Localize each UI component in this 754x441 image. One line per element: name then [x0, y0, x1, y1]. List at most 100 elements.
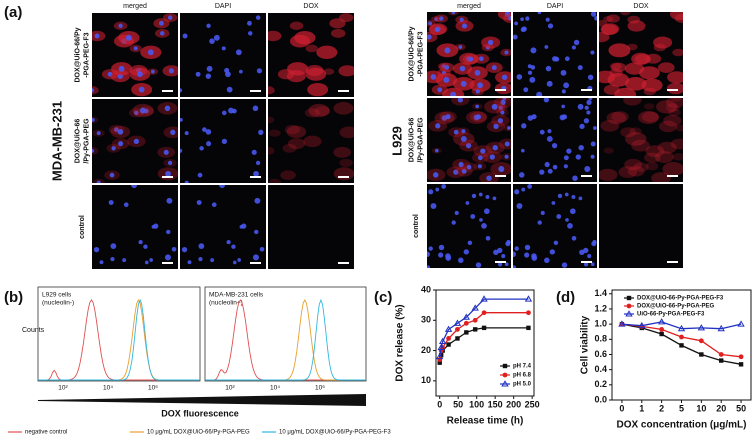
- nucleus: [163, 149, 169, 155]
- marker: [697, 324, 706, 331]
- nucleus: [563, 164, 568, 169]
- micrograph: [599, 184, 683, 268]
- nucleus: [149, 258, 154, 262]
- nucleus: [539, 129, 545, 135]
- marker: [737, 320, 745, 327]
- nucleus: [530, 47, 537, 54]
- x-tick-label: 10²: [58, 385, 68, 392]
- nucleus: [584, 166, 591, 172]
- dox-signal: [303, 135, 322, 148]
- nucleus: [96, 131, 101, 136]
- nucleus: [256, 68, 262, 74]
- nucleus: [167, 15, 173, 20]
- dox-signal: [600, 24, 618, 36]
- marker: [471, 304, 479, 311]
- nucleus: [171, 246, 177, 252]
- nucleus: [518, 172, 525, 178]
- dox-signal: [330, 28, 346, 38]
- nucleus: [151, 69, 155, 74]
- legend-label: 10 μg/mL DOX@UiO-66/Py-PGA-PEG-F3: [279, 430, 391, 436]
- nucleus: [508, 16, 511, 21]
- nucleus: [454, 210, 459, 215]
- nucleus: [486, 175, 492, 181]
- marker: [453, 319, 462, 326]
- nucleus: [537, 12, 542, 15]
- nucleus: [561, 89, 566, 94]
- row-label: /Py-PGA-PEG: [83, 118, 90, 164]
- nucleus: [513, 265, 517, 268]
- nucleus: [444, 47, 451, 54]
- nucleus: [506, 239, 511, 245]
- cells: [92, 102, 178, 183]
- nucleus: [254, 229, 259, 235]
- nucleus: [239, 69, 243, 74]
- marker: [679, 334, 684, 340]
- nucleus: [451, 12, 456, 15]
- marker: [738, 354, 744, 360]
- x-tick-label: 0: [619, 403, 624, 413]
- nucleus: [458, 45, 463, 49]
- nucleus: [547, 129, 552, 134]
- nucleus: [461, 129, 466, 134]
- nucleus: [131, 185, 137, 189]
- panel-label: (d): [556, 289, 575, 306]
- nucleus: [453, 169, 459, 175]
- nucleus: [460, 80, 467, 87]
- nucleus: [166, 197, 173, 204]
- dox-signal: [662, 162, 683, 176]
- cells: [599, 12, 683, 96]
- nucleus: [118, 23, 123, 28]
- nucleus: [444, 65, 450, 70]
- marker: [679, 343, 684, 348]
- nucleus: [474, 69, 481, 76]
- nucleus: [513, 34, 518, 40]
- nucleus: [137, 71, 143, 78]
- nucleus: [254, 197, 261, 204]
- marker: [625, 310, 633, 317]
- nucleus: [537, 220, 542, 225]
- nucleus: [226, 86, 233, 93]
- column-header: DOX: [303, 3, 319, 10]
- marker: [698, 338, 704, 344]
- axis-label: Counts: [22, 327, 45, 334]
- nucleus: [500, 99, 506, 106]
- dox-signal: [268, 178, 282, 183]
- nucleus: [428, 189, 434, 195]
- marker: [437, 343, 445, 351]
- cells: [427, 184, 511, 268]
- nucleus: [258, 129, 264, 135]
- x-axis-label: DOX concentration (μg/mL): [616, 420, 746, 431]
- plot-label: MDA-MB-231 cells: [209, 292, 264, 299]
- nucleus: [133, 110, 139, 116]
- dox-signal: [675, 13, 683, 23]
- histogram-curve: [205, 298, 366, 381]
- nucleus: [520, 27, 526, 33]
- nucleus: [427, 34, 432, 40]
- nucleus: [504, 50, 509, 55]
- nucleus: [527, 184, 533, 189]
- row-label: DOX@UiO-66: [408, 118, 415, 163]
- y-tick-label: 0.8: [594, 334, 607, 344]
- plot-frame: [37, 286, 201, 382]
- nucleus: [99, 260, 104, 265]
- micrograph: [599, 98, 683, 182]
- nucleus: [247, 20, 252, 26]
- dox-signal: [305, 67, 327, 81]
- dox-signal: [606, 111, 627, 125]
- x-tick-label: 2: [659, 403, 664, 413]
- nucleus: [520, 148, 525, 153]
- nucleus: [206, 23, 211, 28]
- nucleus: [465, 201, 470, 205]
- marker: [738, 362, 744, 367]
- nucleus: [465, 142, 472, 149]
- dox-signal: [656, 100, 678, 114]
- nucleus: [255, 15, 261, 20]
- marker: [502, 363, 508, 369]
- nucleus: [441, 184, 447, 189]
- nucleus: [554, 56, 560, 62]
- nucleus: [590, 262, 595, 267]
- dox-signal: [603, 16, 614, 23]
- dox-signal: [654, 151, 674, 163]
- legend-label: DOX@UiO-66-Py-PGA-PEG: [637, 304, 715, 310]
- nucleus: [507, 126, 511, 130]
